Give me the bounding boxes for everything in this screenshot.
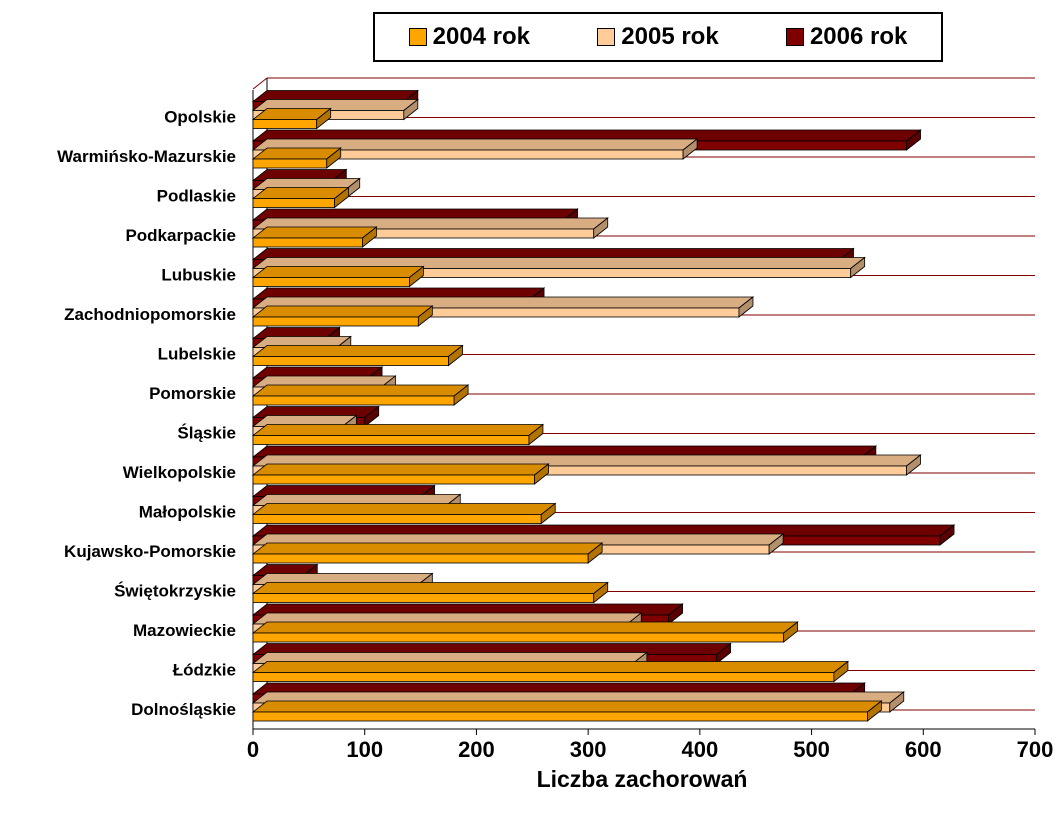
bar-end [453, 384, 469, 406]
category-label: Warmińsko-Mazurskie [57, 147, 236, 166]
bar [252, 277, 410, 287]
bar-end [906, 454, 921, 476]
category-label: Mazowieckie [133, 621, 236, 640]
bar-end [867, 700, 882, 722]
category-label: Pomorskie [149, 384, 236, 403]
bar-end [417, 305, 433, 327]
category-label: Dolnośląskie [131, 700, 236, 719]
legend-label: 2004 rok [432, 23, 531, 50]
legend-label: 2006 rok [809, 23, 908, 50]
bar [252, 593, 595, 603]
x-axis-title: Liczba zachorowań [537, 766, 748, 792]
bar [252, 435, 530, 445]
legend-swatch [597, 28, 616, 46]
legend-item: 2006 rok [785, 23, 908, 51]
bar-end [889, 691, 905, 713]
category-label: Wielkopolskie [123, 463, 236, 482]
legend-label: 2005 rok [621, 23, 719, 50]
x-tick-label: 0 [247, 737, 259, 762]
bar-end [850, 256, 866, 279]
bar-top [251, 542, 604, 555]
bar-top [251, 345, 464, 357]
category-label: Śląskie [177, 424, 236, 443]
bar-end [668, 603, 683, 625]
bar-top [251, 424, 545, 436]
bar-top [251, 621, 799, 634]
bar [252, 514, 542, 524]
x-tick-label: 100 [346, 737, 383, 762]
bar-end [316, 107, 332, 130]
bar-end [682, 138, 698, 160]
bar-top [251, 187, 350, 199]
x-tick-label: 700 [1017, 737, 1054, 762]
category-label: Zachodniopomorskie [64, 305, 236, 324]
bar [252, 711, 868, 722]
bar [252, 316, 419, 327]
x-tick-label: 200 [458, 737, 495, 762]
bar-end [326, 147, 342, 169]
category-label: Podlaskie [157, 187, 236, 206]
bar-end [528, 423, 544, 446]
bar-end [593, 581, 609, 604]
bar-end [768, 533, 784, 555]
bar-top [251, 305, 434, 318]
x-tick-label: 400 [681, 737, 718, 762]
bar-top [251, 226, 378, 239]
category-label: Kujawsko-Pomorskie [64, 542, 236, 561]
bar [252, 119, 318, 129]
bar-end [334, 186, 349, 209]
bar [252, 198, 335, 208]
bar-top [251, 582, 609, 594]
bar-end [593, 217, 609, 239]
gridline-depth [252, 77, 268, 90]
bar [252, 158, 328, 169]
bar-top [251, 384, 470, 397]
bar-end [906, 129, 921, 151]
category-label: Łódzkie [173, 661, 236, 680]
bar-end [738, 296, 754, 318]
bar-top [251, 503, 557, 515]
bar-end [716, 642, 732, 665]
legend-item: 2004 rok [408, 23, 531, 51]
category-label: Świętokrzyskie [114, 582, 236, 601]
legend-swatch [408, 28, 427, 46]
bar-top [251, 147, 342, 160]
bar-end [364, 405, 380, 428]
bar-end [587, 542, 603, 564]
bar [252, 632, 785, 643]
bar-end [408, 265, 424, 288]
x-tick-label: 600 [905, 737, 942, 762]
bar [252, 553, 589, 564]
category-label: Opolskie [164, 108, 236, 127]
bar-end [939, 524, 955, 546]
legend-item: 2005 rok [597, 23, 719, 51]
bar-end [362, 226, 377, 248]
category-label: Lubuskie [161, 266, 236, 285]
bars [251, 89, 956, 722]
bar-top [251, 463, 550, 476]
bar-end [540, 502, 556, 525]
bar-end [403, 98, 419, 121]
bar-top [251, 266, 425, 278]
category-label: Podkarpackie [125, 226, 236, 245]
bar [252, 395, 455, 406]
legend: 2004 rok 2005 rok 2006 rok [373, 12, 943, 62]
bar [252, 237, 363, 248]
bar-end [783, 621, 799, 643]
bar [252, 474, 535, 485]
labels: 0 100 200 300 400 500 600 700 Dolnośląskie Łódzki… [57, 108, 1053, 763]
x-tick-label: 500 [793, 737, 830, 762]
category-label: Małopolskie [139, 503, 236, 522]
bar-end [534, 463, 549, 485]
legend-swatch [785, 28, 804, 46]
bar-end [833, 660, 849, 683]
category-label: Lubelskie [158, 345, 236, 364]
bar-top [251, 700, 883, 713]
bar [252, 356, 449, 366]
bar-end [448, 344, 463, 367]
bar-top [251, 661, 850, 673]
bar [252, 672, 835, 682]
x-tick-label: 300 [570, 737, 607, 762]
